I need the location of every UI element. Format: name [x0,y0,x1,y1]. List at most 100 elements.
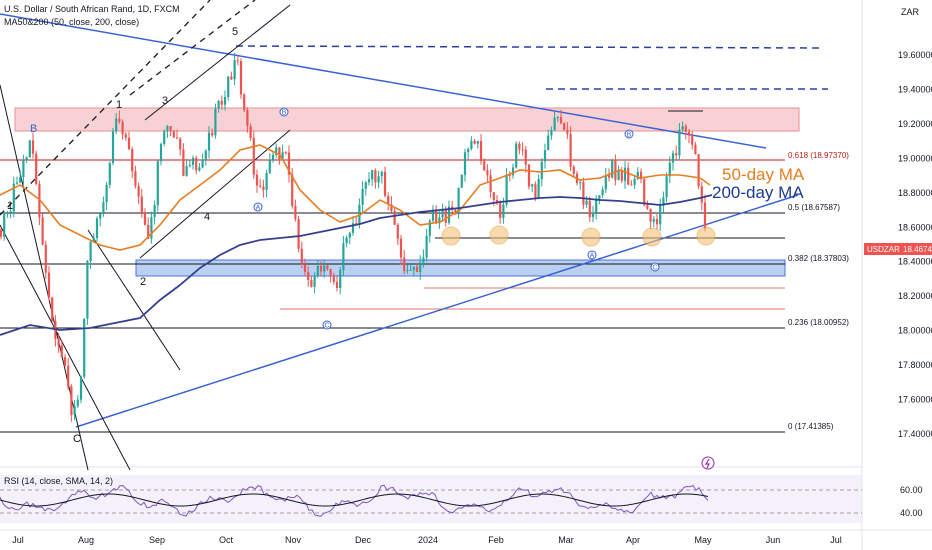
candle-body [140,196,143,214]
wave-label-4: 4 [204,211,210,223]
candle-body [57,338,60,346]
ma50-line [0,144,711,251]
candle-body [540,161,543,180]
candle-body [399,238,403,258]
candle-body [675,153,678,156]
candle-body [121,121,124,135]
candle-body [351,223,355,233]
candle-body [371,170,374,180]
candle-body [111,131,115,164]
candle-body [579,182,582,184]
candle-body [319,265,323,272]
rsi-sma-line [0,493,709,507]
candle-body [380,171,383,177]
candle-body [25,157,28,161]
candle-body [313,275,316,287]
time-axis-tick: Nov [285,535,302,545]
candle-body [41,217,44,245]
candle-body [630,184,633,186]
candle-body [188,164,191,166]
candle-body [310,280,313,287]
candle-body [531,184,534,187]
candle-body [287,152,291,175]
last-price-tag-value [902,243,932,255]
candle-body [521,149,524,151]
candle-body [467,148,470,153]
wave-label-5: 5 [232,26,238,38]
time-axis-tick: Sep [149,535,165,545]
candle-body [611,159,614,178]
event-flash-icon[interactable] [701,456,715,470]
candle-body [143,213,147,225]
fib-label-0618: 0.618 (18.97370) [788,151,849,160]
candle-body [457,187,460,215]
candle-body [595,199,598,213]
channel-line-upper [144,4,291,121]
touch-circle [696,226,716,246]
wave-marker-label: A [590,253,595,260]
wave-label-3: 3 [162,95,168,107]
candle-body [198,167,201,171]
candle-body [265,173,268,190]
wave-label-b: B [30,123,37,135]
candle-body [303,264,307,273]
time-axis-tick: Oct [219,535,234,545]
candle-body [63,357,67,366]
candle-body [73,406,76,415]
candle-body [118,118,121,122]
time-axis-tick: Jul [830,535,842,545]
channel-line-lower [139,129,291,259]
candle-body [537,179,540,199]
candle-body [652,218,655,222]
candle-body [662,197,665,206]
candle-body [623,167,627,181]
candle-body [505,175,508,205]
candle-body [524,149,527,165]
wave-marker [322,320,332,330]
wave-marker-label: B [282,110,287,117]
candle-body [649,208,652,222]
candle-body [668,162,671,177]
candle-body [441,208,444,218]
candle-body [508,175,511,177]
candle-body [601,189,604,196]
ma50-label: 50-day MA [722,165,805,184]
fib-lines [0,159,785,433]
candle-body [147,224,150,239]
candle-body [12,183,15,212]
candle-body [3,214,6,237]
candle-body [316,265,319,276]
candle-body [460,174,463,188]
price-axis-tick: 18.40000 [898,257,932,267]
candle-body [204,150,207,160]
wave-marker [624,129,634,139]
candle-body [252,137,255,175]
time-axis[interactable]: Jul Aug Sep Oct Nov Dec 2024 Feb Mar Apr May Jun Jul [12,535,842,545]
candle-body [547,135,550,151]
candle-body [35,153,38,185]
candle-body [51,297,54,322]
price-axis-tick: 17.60000 [898,395,932,405]
candle-body [169,126,172,131]
candle-body [246,109,249,127]
candle-body [476,141,479,144]
candle-body [323,265,326,272]
candle-body [163,131,166,145]
descending-trendline [0,13,767,149]
candle-body [415,266,419,273]
candle-body [6,212,9,215]
candle-body [22,160,25,178]
candle-body [284,152,287,154]
candle-body [214,108,217,136]
candle-body [556,116,559,118]
time-axis-tick: Jun [766,535,781,545]
candle-body [598,195,601,200]
ma200-label: 200-day MA [712,183,804,202]
candle-body [294,205,297,220]
candle-body [191,158,195,165]
price-axis[interactable]: 19.60000 19.40000 19.20000 19.00000 18.80000… [898,50,932,439]
candle-body [502,204,505,218]
candle-body [646,204,649,209]
fib-label-0: 0 (17.41385) [788,422,834,431]
